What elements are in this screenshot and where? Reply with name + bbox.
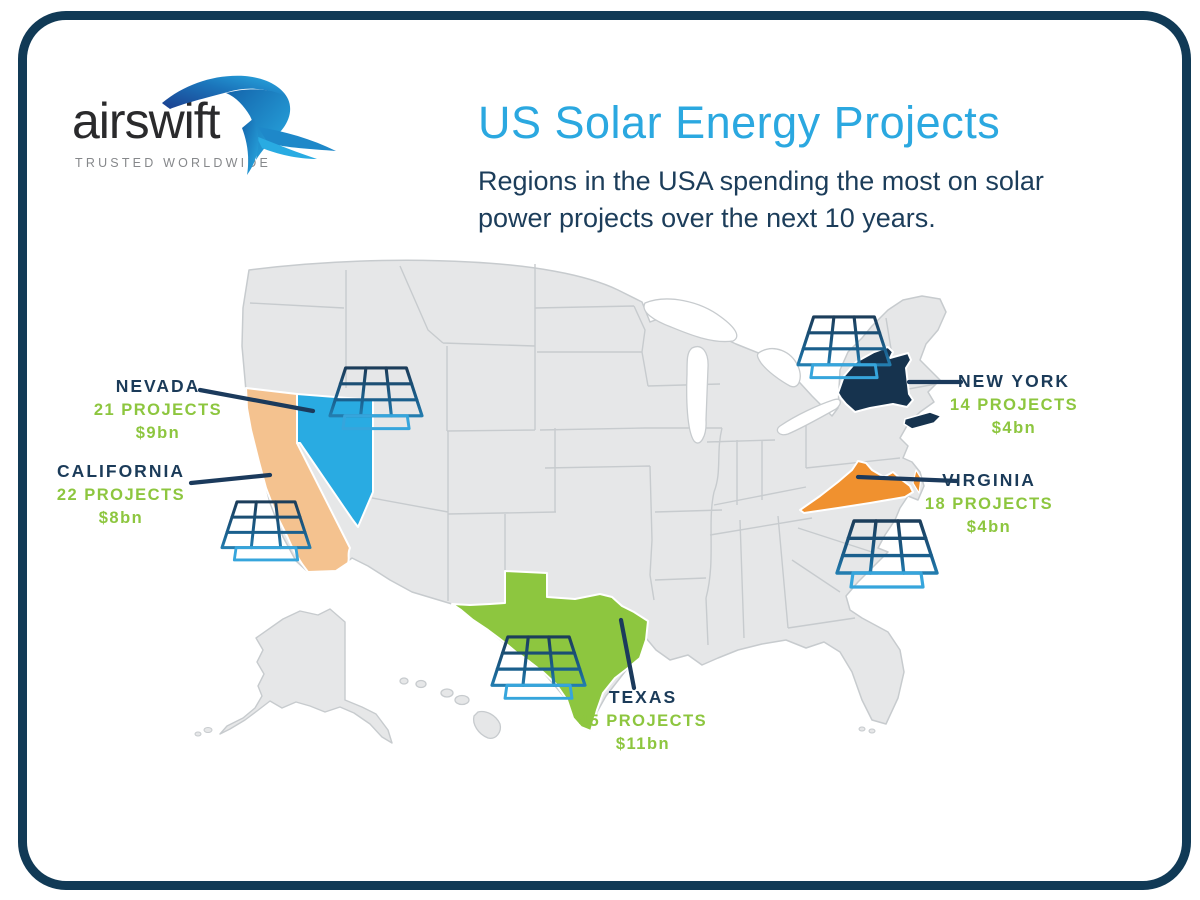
region-amount: $8bn	[98, 509, 144, 527]
region-projects: 14 PROJECTS	[949, 396, 1079, 414]
callout-california: CALIFORNIA 22 PROJECTS $8bn	[57, 461, 185, 528]
region-name: TEXAS	[608, 687, 678, 707]
florida-key	[858, 726, 866, 732]
region-amount: $9bn	[135, 424, 181, 442]
lake-superior	[643, 298, 738, 343]
pointer-line-texas	[618, 617, 637, 691]
pointer-line-virginia	[855, 474, 960, 484]
region-amount: $4bn	[991, 419, 1037, 437]
subtitle-line-2: power projects over the next 10 years.	[478, 203, 936, 233]
region-amount: $11bn	[615, 735, 671, 753]
florida-key	[868, 728, 876, 734]
page-subtitle: Regions in the USA spending the most on …	[478, 163, 1044, 237]
page-title: US Solar Energy Projects	[478, 97, 1001, 148]
pointer-line-nevada	[197, 387, 316, 414]
subtitle-line-1: Regions in the USA spending the most on …	[478, 166, 1044, 196]
state-virginia	[799, 460, 914, 514]
region-name: CALIFORNIA	[57, 461, 185, 481]
region-name: NEVADA	[115, 376, 201, 396]
state-borders	[249, 264, 937, 646]
region-projects: 21 PROJECTS	[93, 401, 223, 419]
pointer-line-california	[188, 472, 273, 486]
region-name: VIRGINIA	[942, 470, 1036, 490]
region-amount: $4bn	[966, 518, 1012, 536]
lake-michigan	[686, 346, 709, 444]
state-hawaii	[399, 677, 502, 739]
state-alaska	[219, 608, 393, 744]
callout-new-york: NEW YORK 14 PROJECTS $4bn	[950, 371, 1078, 438]
aleutian-island	[203, 727, 213, 733]
logo-tagline: TRUSTED WORLDWIDE	[75, 156, 272, 170]
callout-virginia: VIRGINIA 18 PROJECTS $4bn	[925, 470, 1053, 537]
aleutian-island	[194, 731, 202, 737]
lake-erie	[776, 398, 841, 436]
region-name: NEW YORK	[958, 371, 1070, 391]
solar-panel-icon-california	[220, 500, 312, 562]
region-projects: 45 PROJECTS	[578, 712, 708, 730]
state-new-york-long-island	[903, 411, 942, 430]
region-projects: 22 PROJECTS	[56, 486, 186, 504]
callout-nevada: NEVADA 21 PROJECTS $9bn	[94, 376, 222, 443]
lake-huron	[756, 348, 801, 388]
callout-texas: TEXAS 45 PROJECTS $11bn	[579, 687, 707, 754]
pointer-lines	[188, 379, 964, 691]
region-projects: 18 PROJECTS	[924, 495, 1054, 513]
